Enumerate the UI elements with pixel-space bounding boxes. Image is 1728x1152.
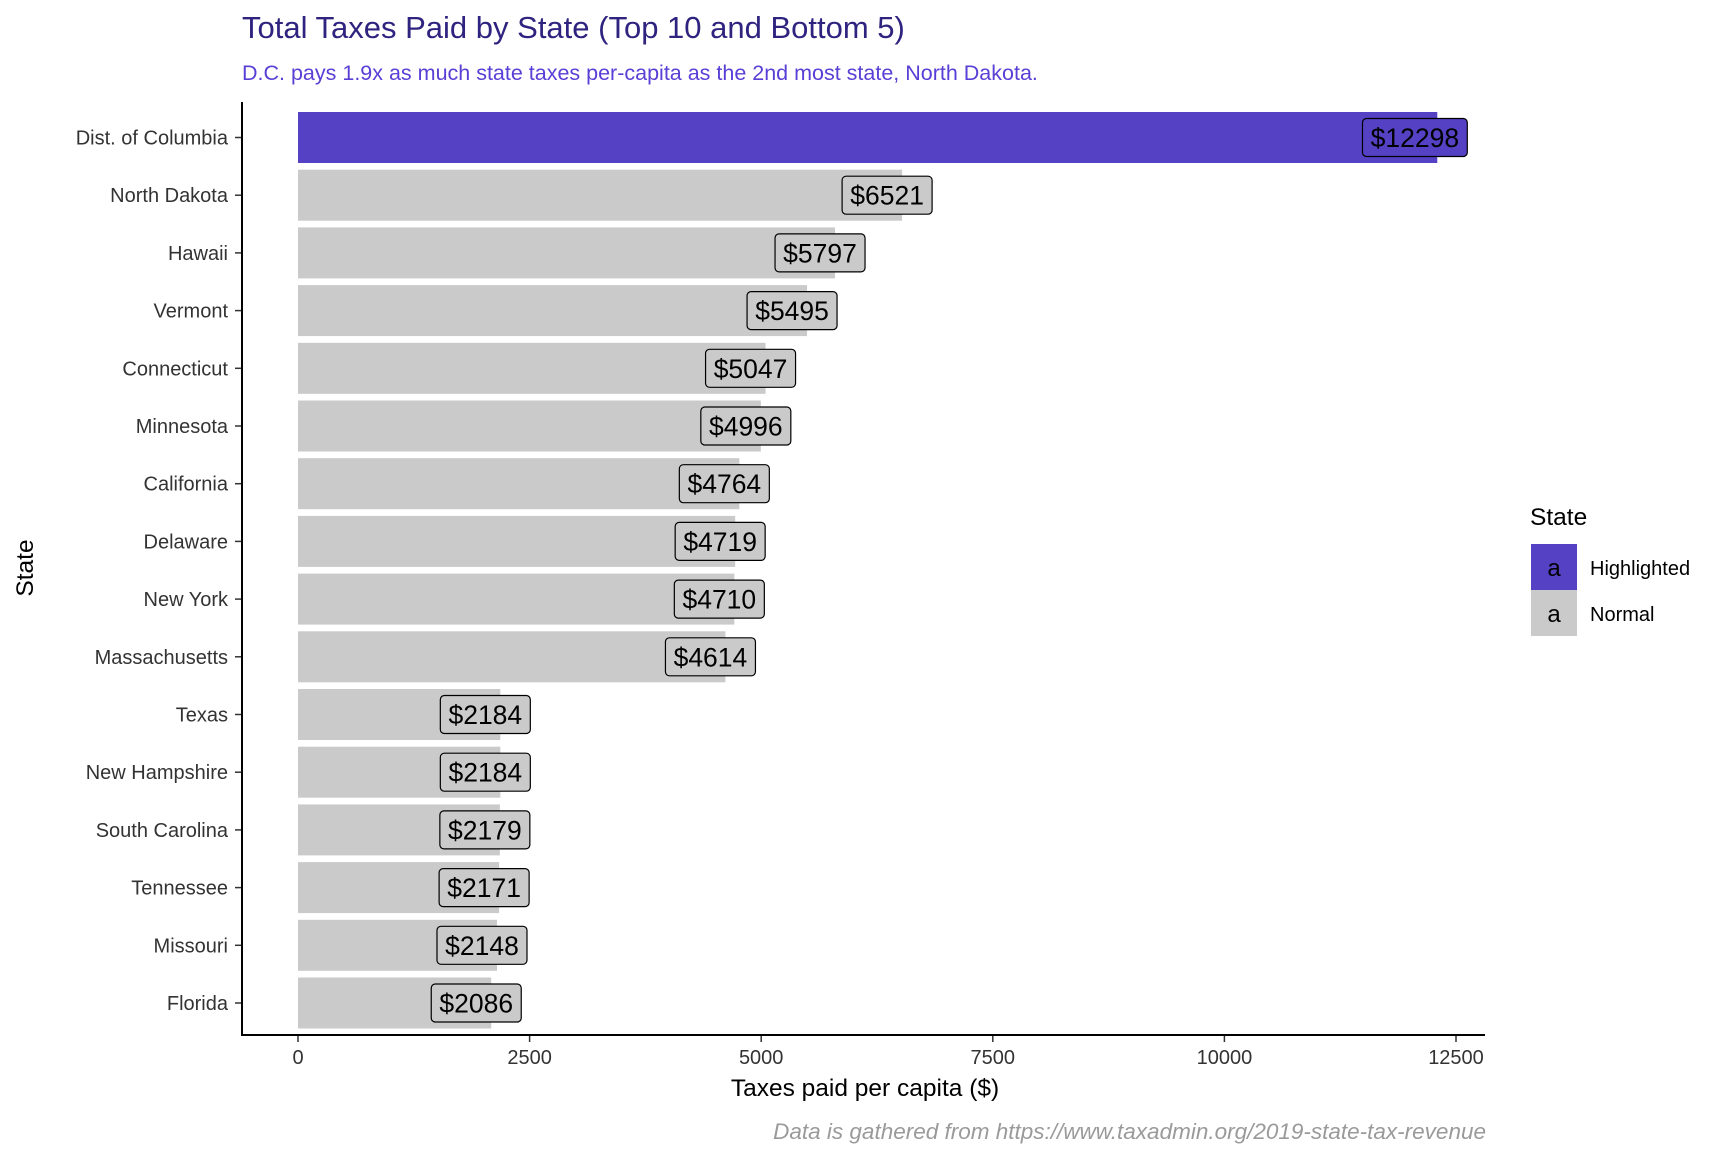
x-tick-label-5000: 5000: [739, 1047, 784, 1069]
x-axis-ticks: 0 2500 5000 7500 10000 12500: [292, 1035, 1484, 1069]
bar-dist-of-columbia: [298, 112, 1438, 163]
y-axis-title: State: [12, 539, 39, 596]
bar-label-tennessee: $2171: [438, 867, 530, 908]
bar-label-box: [704, 348, 797, 388]
y-tick-label-texas: Texas: [176, 705, 228, 727]
bar-label-california: $4764: [678, 464, 770, 504]
bar-california: [298, 458, 740, 510]
chart-title: Total Taxes Paid by State (Top 10 and Bo…: [242, 10, 905, 45]
y-tick-label-north-dakota: North Dakota: [110, 185, 229, 207]
bar-label-florida: $2086: [430, 983, 522, 1023]
bar-label-text: $4719: [683, 527, 757, 557]
bar-label-new-york: $4710: [673, 579, 765, 619]
bar-label-box: [439, 752, 531, 792]
y-tick-label-florida: Florida: [167, 993, 229, 1015]
y-tick-label-missouri: Missouri: [154, 935, 228, 957]
y-tick-label-california: California: [144, 474, 229, 496]
chart-caption: Data is gathered from https://www.taxadm…: [773, 1119, 1486, 1144]
legend-key-highlighted: a: [1547, 555, 1561, 582]
y-tick-label-dist-of-columbia: Dist. of Columbia: [76, 128, 229, 150]
bar-label-box: [674, 521, 766, 562]
bar-label-box: [439, 694, 531, 735]
bar-label-text: $5797: [783, 238, 857, 268]
bar-label-box: [436, 925, 528, 965]
bar-label-text: $2184: [448, 700, 522, 730]
bar-label-box: [664, 637, 757, 677]
bar-label-box: [700, 406, 792, 446]
bar-minnesota: [298, 400, 761, 452]
bar-label-text: $2148: [445, 931, 519, 961]
legend-key-normal: a: [1547, 601, 1561, 628]
x-tick-label-2500: 2500: [507, 1047, 552, 1069]
bar-label-box: [430, 983, 522, 1023]
y-tick-label-delaware: Delaware: [144, 531, 228, 553]
bar-label-box: [746, 291, 838, 331]
bar-label-delaware: $4719: [674, 521, 766, 562]
bar-label-text: $5495: [755, 296, 829, 326]
y-axis-ticks: Dist. of Columbia North Dakota Hawaii Vermo…: [76, 128, 242, 1015]
bar-new-york: [298, 573, 735, 625]
chart-subtitle: D.C. pays 1.9x as much state taxes per-c…: [242, 61, 1038, 85]
bar-label-text: $12298: [1371, 123, 1459, 153]
bar-label-box: [678, 464, 770, 504]
x-tick-label-10000: 10000: [1197, 1047, 1253, 1069]
bar-label-text: $5047: [714, 354, 788, 384]
bar-label-text: $2184: [448, 758, 522, 788]
bar-label-text: $2171: [447, 873, 521, 903]
y-tick-label-tennessee: Tennessee: [131, 878, 228, 900]
bar-label-text: $6521: [850, 181, 924, 211]
legend-swatch-highlighted: [1531, 544, 1577, 590]
bar-label-hawaii: $5797: [774, 233, 866, 273]
y-tick-label-south-carolina: South Carolina: [96, 820, 229, 842]
bar-label-box: [841, 175, 933, 215]
bar-label-minnesota: $4996: [700, 406, 792, 446]
bar-delaware: [298, 515, 736, 567]
bar-label-text: $4710: [682, 585, 756, 615]
bar-label-new-hampshire: $2184: [439, 752, 531, 792]
x-tick-label-7500: 7500: [971, 1047, 1016, 1069]
bar-label-box: [438, 867, 530, 908]
legend-label-normal: Normal: [1590, 604, 1654, 626]
y-tick-label-new-york: New York: [144, 589, 229, 611]
legend-label-highlighted: Highlighted: [1590, 558, 1690, 580]
y-tick-label-minnesota: Minnesota: [136, 416, 229, 438]
bar-label-south-carolina: $2179: [439, 810, 531, 850]
bar-connecticut: [298, 342, 766, 394]
bar-massachusetts: [298, 631, 726, 683]
x-tick-label-12500: 12500: [1428, 1047, 1484, 1069]
bar-label-text: $2086: [439, 989, 513, 1019]
bar-label-massachusetts: $4614: [664, 637, 757, 677]
legend: State a Highlighted a Normal: [1530, 504, 1690, 636]
y-tick-label-connecticut: Connecticut: [122, 358, 228, 380]
bar-label-box: [774, 233, 866, 273]
bar-label-north-dakota: $6521: [841, 175, 933, 215]
x-tick-label-0: 0: [292, 1047, 303, 1069]
bar-label-box: [673, 579, 765, 619]
bar-label-text: $4996: [709, 412, 783, 442]
bar-label-missouri: $2148: [436, 925, 528, 965]
bar-north-dakota: [298, 169, 903, 221]
x-axis-title: Taxes paid per capita ($): [731, 1075, 999, 1102]
y-tick-label-vermont: Vermont: [154, 301, 229, 323]
bar-label-vermont: $5495: [746, 291, 838, 331]
legend-swatch-normal: [1531, 590, 1577, 636]
y-tick-label-massachusetts: Massachusetts: [95, 647, 228, 669]
bar-label-dist-of-columbia: $12298: [1361, 117, 1468, 158]
y-tick-label-new-hampshire: New Hampshire: [86, 762, 228, 784]
bar-label-texas: $2184: [439, 694, 531, 735]
bar-label-text: $2179: [448, 815, 522, 845]
bar-vermont: [298, 285, 808, 337]
y-tick-label-hawaii: Hawaii: [168, 243, 228, 265]
bar-label-connecticut: $5047: [704, 348, 797, 388]
bar-label-box: [439, 810, 531, 850]
bar-label-box: [1361, 117, 1468, 158]
bar-labels-group: $12298 $6521 $5797 $5495 $5047 $4996 $4764 $471…: [430, 117, 1468, 1023]
bar-hawaii: [298, 227, 836, 279]
legend-title: State: [1530, 504, 1587, 531]
bar-label-text: $4614: [674, 642, 748, 672]
bar-label-text: $4764: [687, 469, 761, 499]
